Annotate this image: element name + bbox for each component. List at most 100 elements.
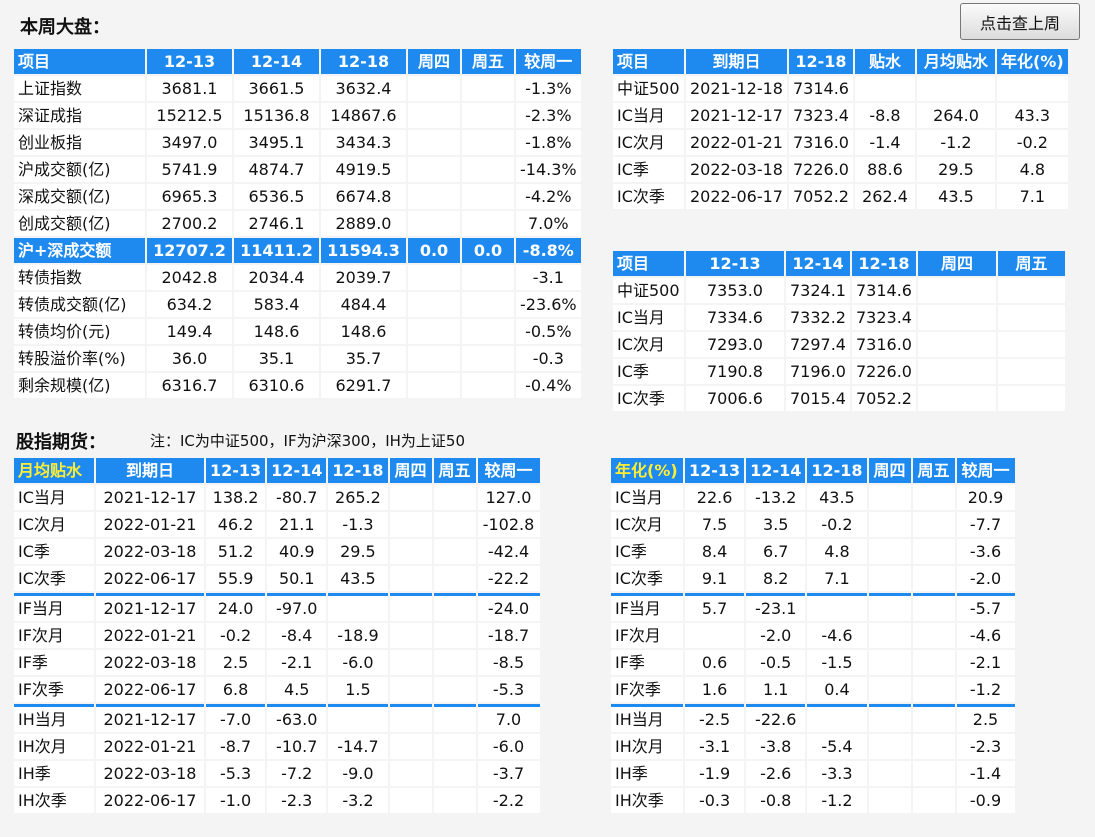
table-cell: -1.0 [206,788,266,813]
table-cell: 262.4 [854,184,915,209]
table-cell [389,593,432,621]
table-cell [685,623,745,648]
table-cell: 6.8 [206,677,266,702]
table-cell: 2039.7 [321,265,406,290]
table-header-row: 项目 12-13 12-14 12-18 周四 周五 较周一 [14,49,581,74]
column-header: 周五 [997,251,1065,276]
table-cell [433,512,476,537]
table-cell [912,539,955,564]
table-cell: 4919.5 [321,157,406,182]
table-cell [912,623,955,648]
table-cell: 36.0 [147,346,232,371]
table-row: IC次月 7293.0 7297.4 7316.0 [613,332,1065,357]
column-header: 到期日 [686,49,787,74]
table-cell: 4.5 [267,677,327,702]
table-cell: -8.8 [854,103,915,128]
table-cell [408,292,460,317]
table-cell [912,788,955,813]
table-row: 转债指数 2042.8 2034.4 2039.7 -3.1 [14,265,581,290]
table-cell [912,734,955,759]
table-cell: 4.8 [807,539,867,564]
table-cell [433,650,476,675]
table-cell: -1.4 [854,130,915,155]
row-label: 中证500 [613,76,684,101]
table-cell [408,157,460,182]
table-row: 创成交额(亿) 2700.2 2746.1 2889.0 7.0% [14,211,581,236]
column-header: 项目 [613,49,684,74]
table-cell: -14.3% [516,157,581,182]
table-cell: 2022-06-17 [686,184,787,209]
table-cell: -2.3 [956,734,1015,759]
row-label: IH次季 [611,788,683,813]
table-cell: 1.6 [685,677,745,702]
table-cell: 6291.7 [321,373,406,398]
row-label: IC次季 [613,184,684,209]
table-cell [917,332,996,357]
table-row: IF季 0.6 -0.5 -1.5 -2.1 [611,650,1015,675]
row-label: IC次季 [613,386,684,411]
table-cell: -2.3% [516,103,581,128]
table-cell: 2022-06-17 [96,788,204,813]
table-cell [462,265,514,290]
table-cell: -3.8 [746,734,806,759]
table-row: IC次季 9.1 8.2 7.1 -2.0 [611,566,1015,591]
table-cell [462,76,514,101]
table-row: IH当月 -2.5 -22.6 2.5 [611,704,1015,732]
table-cell: 7334.6 [686,305,784,330]
table-cell: 11594.3 [321,238,406,263]
prev-week-button[interactable]: 点击查上周 [960,3,1080,40]
table-cell: -24.0 [477,593,540,621]
table-cell: -3.7 [477,761,540,786]
column-header: 周四 [868,458,911,483]
table-row: IC季 8.4 6.7 4.8 -3.6 [611,539,1015,564]
table-cell: -1.8% [516,130,581,155]
table-row: IC季 2022-03-18 7226.0 88.6 29.5 4.8 [613,157,1068,182]
row-label: 转债指数 [14,265,145,290]
table-cell [868,539,911,564]
table-cell: -6.0 [328,650,388,675]
table-cell: 43.5 [807,485,867,510]
table-row: IC次月 2022-01-21 46.2 21.1 -1.3 -102.8 [14,512,540,537]
table-cell: 12707.2 [147,238,232,263]
table-cell: -13.2 [746,485,806,510]
column-header: 较周一 [477,458,540,483]
row-label: IC次季 [611,566,683,591]
table-cell: 0.0 [408,238,460,263]
table-cell: -1.3 [328,512,388,537]
table-cell [912,566,955,591]
table-cell: -23.6% [516,292,581,317]
table-cell: 2042.8 [147,265,232,290]
table-row: IC当月 2021-12-17 7323.4 -8.8 264.0 43.3 [613,103,1068,128]
table-cell [917,278,996,303]
column-header: 12-13 [206,458,266,483]
table-cell: 22.6 [685,485,745,510]
table-cell [389,677,432,702]
table-row: 沪成交额(亿) 5741.9 4874.7 4919.5 -14.3% [14,157,581,182]
table-cell: 6674.8 [321,184,406,209]
table-cell: -2.1 [956,650,1015,675]
table-header-row: 项目 12-13 12-14 12-18 周四 周五 [613,251,1065,276]
table-cell: 7.5 [685,512,745,537]
table-cell: 0.4 [807,677,867,702]
table-cell: 148.6 [234,319,319,344]
table-cell: -80.7 [267,485,327,510]
row-label: IC季 [14,539,94,564]
table-cell: -1.9 [685,761,745,786]
page-title: 本周大盘： [20,17,110,38]
table-row: IH次月 2022-01-21 -8.7 -10.7 -14.7 -6.0 [14,734,540,759]
table-cell: 2021-12-17 [96,704,204,732]
table-cell: -7.0 [206,704,266,732]
table-cell: 7190.8 [686,359,784,384]
table-cell [868,704,911,732]
table-cell: -8.4 [267,623,327,648]
row-label: 转股溢价率(%) [14,346,145,371]
table-cell [433,734,476,759]
table-cell [462,319,514,344]
table-cell: 3632.4 [321,76,406,101]
row-label: IH当月 [611,704,683,732]
column-header: 12-13 [685,458,745,483]
table-cell [433,593,476,621]
column-header: 项目 [14,49,145,74]
table-cell: -5.4 [807,734,867,759]
table-row: IH季 2022-03-18 -5.3 -7.2 -9.0 -3.7 [14,761,540,786]
